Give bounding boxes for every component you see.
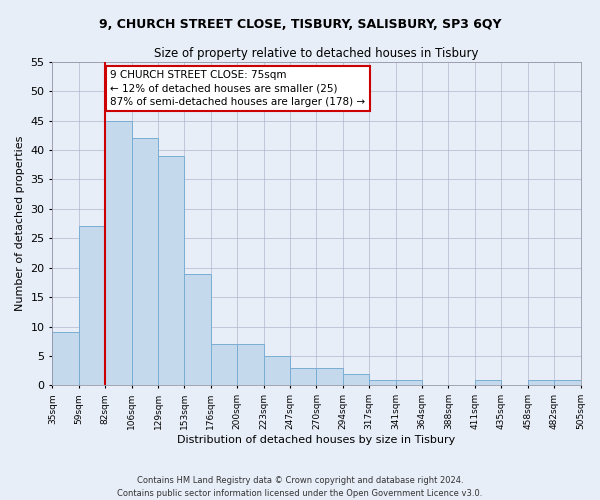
- Text: 9 CHURCH STREET CLOSE: 75sqm
← 12% of detached houses are smaller (25)
87% of se: 9 CHURCH STREET CLOSE: 75sqm ← 12% of de…: [110, 70, 365, 107]
- X-axis label: Distribution of detached houses by size in Tisbury: Distribution of detached houses by size …: [177, 435, 455, 445]
- Bar: [211, 344, 237, 386]
- Bar: [237, 344, 263, 386]
- Bar: [131, 138, 158, 386]
- Bar: [105, 120, 131, 386]
- Bar: [369, 380, 395, 386]
- Bar: [290, 368, 316, 386]
- Bar: [527, 380, 554, 386]
- Bar: [395, 380, 422, 386]
- Bar: [158, 156, 184, 386]
- Bar: [475, 380, 501, 386]
- Bar: [316, 368, 343, 386]
- Title: Size of property relative to detached houses in Tisbury: Size of property relative to detached ho…: [154, 48, 479, 60]
- Text: 9, CHURCH STREET CLOSE, TISBURY, SALISBURY, SP3 6QY: 9, CHURCH STREET CLOSE, TISBURY, SALISBU…: [99, 18, 501, 30]
- Bar: [184, 274, 211, 386]
- Text: Contains HM Land Registry data © Crown copyright and database right 2024.
Contai: Contains HM Land Registry data © Crown c…: [118, 476, 482, 498]
- Bar: [554, 380, 581, 386]
- Bar: [52, 332, 79, 386]
- Bar: [79, 226, 105, 386]
- Bar: [263, 356, 290, 386]
- Y-axis label: Number of detached properties: Number of detached properties: [15, 136, 25, 311]
- Bar: [343, 374, 369, 386]
